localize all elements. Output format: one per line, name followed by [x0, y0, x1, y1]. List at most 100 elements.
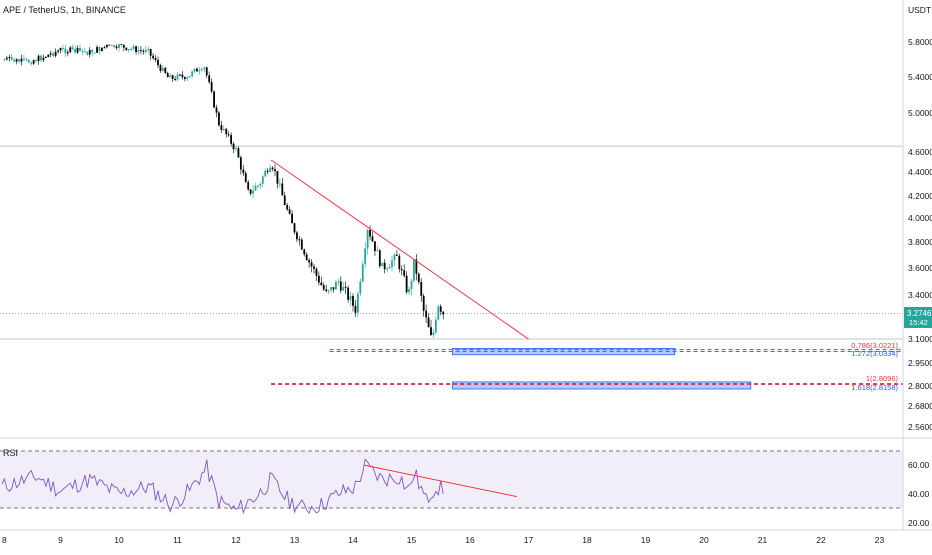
- candle-body: [337, 281, 340, 283]
- time-tick: 13: [290, 535, 300, 545]
- time-tick: 21: [758, 535, 768, 545]
- candle-body: [115, 46, 118, 49]
- candle-body: [8, 57, 11, 59]
- candle-body: [105, 44, 108, 48]
- candle-body: [101, 48, 103, 52]
- trendlines[interactable]: [270, 159, 529, 340]
- candle-body: [159, 65, 162, 71]
- candle-body: [215, 107, 218, 113]
- time-tick: 12: [231, 535, 241, 545]
- candle-body: [135, 46, 137, 53]
- candle-body: [83, 51, 86, 53]
- candle-body: [191, 71, 194, 77]
- time-tick: 23: [875, 535, 885, 545]
- candle-body: [49, 53, 52, 55]
- price-tick: 2.6800: [908, 401, 932, 411]
- time-tick: 19: [641, 535, 651, 545]
- candle-body: [300, 239, 303, 250]
- countdown-timer: 15:42: [909, 318, 928, 327]
- rsi-axis[interactable]: 60.00 40.00 20.00: [908, 460, 930, 528]
- candle-body: [405, 275, 408, 293]
- candle-body: [225, 128, 228, 135]
- candle-body: [125, 47, 128, 51]
- candle-body: [408, 288, 410, 293]
- time-tick: 17: [524, 535, 534, 545]
- candle-body: [415, 259, 418, 274]
- candle-body: [18, 59, 20, 62]
- rsi-series: [1, 458, 517, 515]
- price-tick: 4.4000: [908, 167, 932, 177]
- candle-body: [171, 75, 174, 79]
- candle-body: [74, 48, 77, 53]
- candle-body: [208, 75, 211, 83]
- candle-body: [93, 52, 96, 54]
- price-tick: 4.6000: [908, 147, 932, 157]
- candle-body: [57, 50, 59, 52]
- candle-body: [5, 57, 8, 60]
- candle-body: [169, 75, 172, 78]
- price-tick: 2.9500: [908, 358, 932, 368]
- candle-body: [320, 282, 323, 286]
- candle-body: [27, 59, 30, 63]
- time-tick: 14: [348, 535, 358, 545]
- candle-body: [203, 67, 206, 70]
- candle-body: [308, 260, 311, 263]
- candle-body: [42, 57, 45, 61]
- candle-body: [434, 319, 437, 333]
- candle-body: [244, 173, 247, 183]
- price-tick: 3.4000: [908, 290, 932, 300]
- time-tick: 16: [465, 535, 475, 545]
- rsi-band: [0, 451, 903, 508]
- candle-body: [269, 167, 272, 172]
- time-tick: 10: [114, 535, 124, 545]
- candle-body: [393, 254, 396, 261]
- candle-body: [176, 74, 179, 80]
- price-tick: 4.2000: [908, 191, 932, 201]
- candle-body: [79, 47, 81, 52]
- candle-body: [132, 46, 135, 49]
- candle-body: [188, 76, 191, 78]
- level-lines: [271, 349, 903, 386]
- price-tick: 5.0000: [908, 108, 932, 118]
- last-price-value: 3.2746: [907, 309, 932, 318]
- rsi-trendline[interactable]: [364, 464, 517, 498]
- candle-body: [342, 286, 345, 291]
- candle-body: [91, 49, 94, 53]
- candle-body: [356, 293, 359, 313]
- candle-body: [122, 44, 125, 48]
- time-tick: 18: [582, 535, 592, 545]
- candle-body: [98, 47, 101, 52]
- candle-body: [220, 125, 223, 130]
- fib-label-0786: 0.786(3.0221): [851, 341, 898, 350]
- rsi-label[interactable]: RSI: [3, 448, 18, 458]
- candle-body: [400, 269, 403, 271]
- candle-body: [113, 45, 116, 47]
- candle-body: [327, 290, 330, 292]
- candle-body: [349, 295, 352, 300]
- time-axis[interactable]: 8 9 10 11 12 13 14 15 16 17 18 19 20 21 22 23: [2, 535, 884, 545]
- candle-body: [383, 262, 386, 270]
- candle-body: [25, 59, 28, 61]
- candle-body: [266, 170, 269, 172]
- candle-body: [137, 50, 140, 53]
- candle-body: [161, 67, 164, 71]
- candle-body: [64, 48, 67, 54]
- fib-labels: 0.786(3.0221) 1.272(3.0334) 1(2.8096) 1.…: [851, 341, 898, 392]
- price-axis[interactable]: USDT 5.8000 5.4000 5.0000 4.6000 4.4000 …: [908, 5, 932, 432]
- symbol-title[interactable]: APE / TetherUS, 1h, BINANCE: [3, 5, 126, 15]
- candle-body: [303, 249, 306, 255]
- price-trendline[interactable]: [270, 159, 529, 340]
- candle-body: [313, 266, 315, 269]
- candle-body: [179, 74, 181, 76]
- candle-body: [278, 183, 281, 185]
- candle-body: [127, 49, 130, 51]
- fib-label-1: 1(2.8096): [866, 374, 899, 383]
- candle-body: [283, 195, 286, 206]
- target-zone[interactable]: [452, 381, 752, 390]
- fib-label-1618: 1.618(2.8158): [851, 383, 898, 392]
- last-price-badge[interactable]: 3.2746 15:42: [904, 307, 932, 328]
- candle-body: [361, 264, 364, 282]
- candle-body: [174, 78, 176, 80]
